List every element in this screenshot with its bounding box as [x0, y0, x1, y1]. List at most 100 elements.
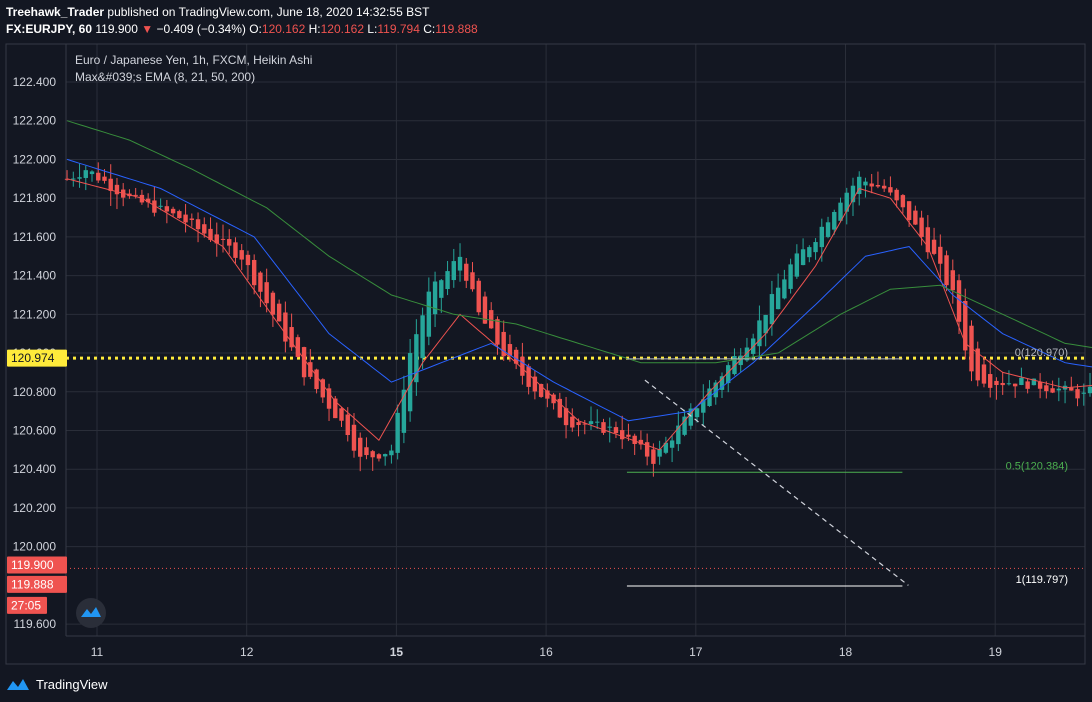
candle-body[interactable]: [208, 228, 213, 240]
candle-body[interactable]: [1031, 378, 1037, 386]
candle-body[interactable]: [301, 347, 307, 378]
candle-body[interactable]: [1025, 381, 1030, 389]
candle-body[interactable]: [520, 356, 525, 376]
candle-body[interactable]: [326, 388, 332, 409]
candle-body[interactable]: [83, 170, 88, 178]
candle-body[interactable]: [270, 292, 276, 315]
candle-body[interactable]: [445, 271, 450, 290]
candle-body[interactable]: [613, 427, 619, 434]
candle-body[interactable]: [426, 291, 432, 337]
candle-body[interactable]: [701, 399, 706, 413]
candle-body[interactable]: [464, 263, 469, 281]
candle-body[interactable]: [925, 227, 931, 253]
candle-body[interactable]: [545, 390, 550, 399]
candle-body[interactable]: [245, 254, 251, 266]
candle-body[interactable]: [557, 398, 563, 418]
candle-body[interactable]: [457, 256, 463, 271]
candle-body[interactable]: [763, 314, 768, 334]
candle-body[interactable]: [869, 183, 874, 187]
candle-body[interactable]: [470, 272, 475, 290]
candle-body[interactable]: [813, 242, 818, 253]
candle-body[interactable]: [370, 451, 375, 458]
candle-body[interactable]: [963, 301, 968, 351]
candle-body[interactable]: [295, 337, 301, 357]
trend-line[interactable]: [644, 379, 909, 586]
candle-body[interactable]: [769, 294, 775, 325]
candle-body[interactable]: [994, 380, 999, 386]
candle-body[interactable]: [170, 208, 176, 214]
candle-body[interactable]: [1012, 383, 1018, 387]
ema-21-line[interactable]: [66, 158, 1092, 498]
candle-body[interactable]: [688, 408, 694, 426]
candle-body[interactable]: [844, 192, 849, 212]
candle-body[interactable]: [1056, 388, 1062, 391]
candle-body[interactable]: [239, 250, 244, 260]
candle-body[interactable]: [114, 184, 120, 195]
candle-body[interactable]: [906, 201, 912, 221]
candle-body[interactable]: [1050, 388, 1055, 393]
candle-body[interactable]: [108, 178, 113, 191]
candle-body[interactable]: [264, 282, 269, 304]
candle-body[interactable]: [451, 261, 456, 281]
candle-body[interactable]: [333, 398, 338, 419]
candle-body[interactable]: [439, 280, 444, 298]
candle-body[interactable]: [744, 347, 750, 361]
candle-body[interactable]: [1044, 385, 1049, 392]
candle-body[interactable]: [607, 426, 612, 428]
candle-body[interactable]: [938, 246, 943, 264]
candle-body[interactable]: [89, 171, 95, 175]
candle-body[interactable]: [501, 331, 506, 357]
symbol-label[interactable]: FX:EURJPY, 60: [6, 22, 93, 36]
candle-body[interactable]: [800, 249, 806, 266]
candle-body[interactable]: [152, 200, 157, 213]
candle-body[interactable]: [1000, 382, 1005, 386]
candle-body[interactable]: [626, 434, 631, 437]
candle-body[interactable]: [320, 379, 325, 398]
candle-body[interactable]: [669, 440, 675, 448]
candle-body[interactable]: [875, 184, 881, 187]
candle-body[interactable]: [619, 430, 625, 440]
tradingview-watermark-icon[interactable]: [76, 598, 106, 628]
candle-body[interactable]: [832, 211, 837, 230]
candle-body[interactable]: [345, 414, 350, 436]
candle-body[interactable]: [988, 374, 993, 388]
candle-body[interactable]: [881, 185, 887, 189]
candle-body[interactable]: [1087, 386, 1092, 394]
candle-body[interactable]: [420, 315, 425, 359]
candle-body[interactable]: [757, 320, 762, 347]
candle-body[interactable]: [931, 239, 937, 254]
candle-body[interactable]: [563, 408, 569, 426]
candle-body[interactable]: [775, 287, 781, 310]
candle-body[interactable]: [189, 218, 195, 220]
candle-body[interactable]: [682, 416, 687, 435]
candle-body[interactable]: [707, 388, 712, 407]
candle-body[interactable]: [638, 439, 644, 445]
candle-body[interactable]: [713, 382, 718, 398]
candle-body[interactable]: [382, 454, 388, 457]
candle-body[interactable]: [601, 422, 606, 433]
candle-body[interactable]: [1006, 383, 1012, 385]
candle-body[interactable]: [807, 247, 812, 258]
candle-body[interactable]: [476, 280, 481, 313]
indicator-legend[interactable]: Max&#039;s EMA (8, 21, 50, 200): [75, 70, 255, 84]
candle-body[interactable]: [251, 259, 257, 286]
candle-body[interactable]: [975, 348, 980, 381]
candle-body[interactable]: [526, 366, 531, 387]
candle-body[interactable]: [289, 327, 294, 348]
candle-body[interactable]: [489, 310, 494, 329]
candle-body[interactable]: [283, 312, 288, 342]
candle-body[interactable]: [894, 189, 899, 201]
candle-body[interactable]: [794, 253, 800, 277]
tradingview-logo-icon[interactable]: [6, 677, 30, 691]
candle-body[interactable]: [719, 376, 725, 390]
candle-body[interactable]: [676, 425, 681, 445]
candle-body[interactable]: [738, 355, 743, 366]
candle-body[interactable]: [195, 219, 201, 230]
candle-body[interactable]: [1019, 377, 1024, 385]
candle-body[interactable]: [900, 195, 906, 208]
candle-body[interactable]: [981, 364, 987, 384]
candle-body[interactable]: [395, 412, 400, 453]
candle-body[interactable]: [888, 187, 893, 193]
candle-body[interactable]: [432, 281, 438, 315]
candle-body[interactable]: [401, 389, 407, 433]
